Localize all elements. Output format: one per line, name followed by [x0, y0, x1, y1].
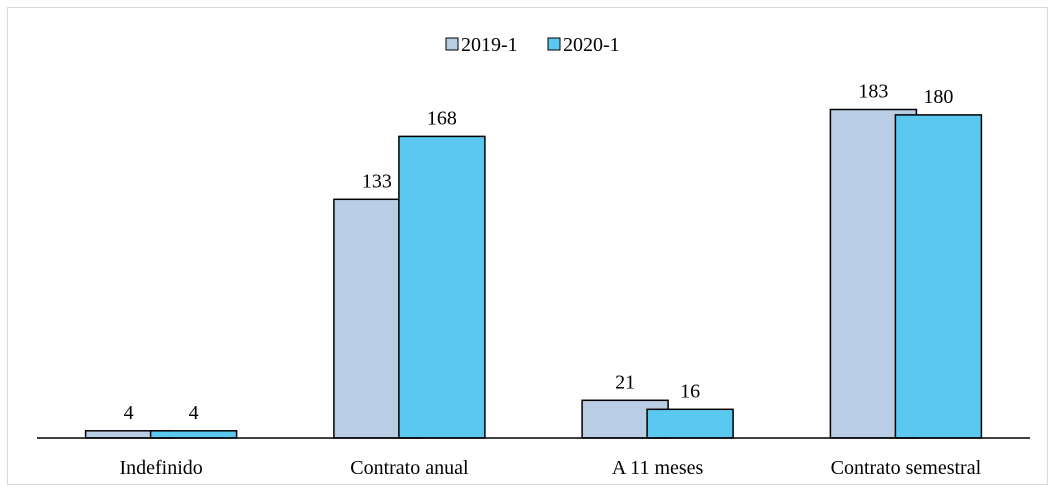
data-label-2019-1-contrato-anual: 133 — [362, 170, 392, 192]
category-label-indefinido: Indefinido — [119, 457, 202, 479]
data-label-2019-1-a-11-meses: 21 — [615, 371, 635, 393]
category-label-a-11-meses: A 11 meses — [612, 457, 704, 479]
category-labels-layer: Indefinido Contrato anual A 11 meses Contra… — [119, 457, 981, 479]
category-label-contrato-semestral: Contrato semestral — [831, 457, 982, 479]
bar-2020-1-contrato-anual — [398, 135, 486, 439]
bar-2020-1-contrato-semestral — [894, 114, 983, 439]
legend-label-2020-1: 2020-1 — [563, 34, 620, 56]
data-label-2020-1-indefinido: 4 — [189, 402, 199, 424]
legend-swatch-2020-1 — [547, 37, 561, 51]
legend-swatch-2019-1 — [445, 37, 459, 51]
bar-2020-1-a-11-meses — [646, 408, 734, 439]
data-label-2020-1-contrato-semestral: 180 — [923, 86, 953, 108]
bars-layer — [84, 108, 983, 439]
bar-2020-1-indefinido — [149, 430, 238, 439]
legend-label-2019-1: 2019-1 — [461, 34, 518, 56]
legend: 2019-1 2020-1 — [445, 34, 620, 56]
data-label-2019-1-indefinido: 4 — [124, 402, 134, 424]
category-label-contrato-anual: Contrato anual — [350, 457, 469, 479]
data-label-2020-1-a-11-meses: 16 — [680, 380, 700, 402]
data-labels-layer: 4 4 133 168 21 16 183 180 — [124, 81, 954, 424]
data-label-2020-1-contrato-anual: 168 — [427, 107, 457, 129]
data-label-2019-1-contrato-semestral: 183 — [858, 81, 888, 103]
